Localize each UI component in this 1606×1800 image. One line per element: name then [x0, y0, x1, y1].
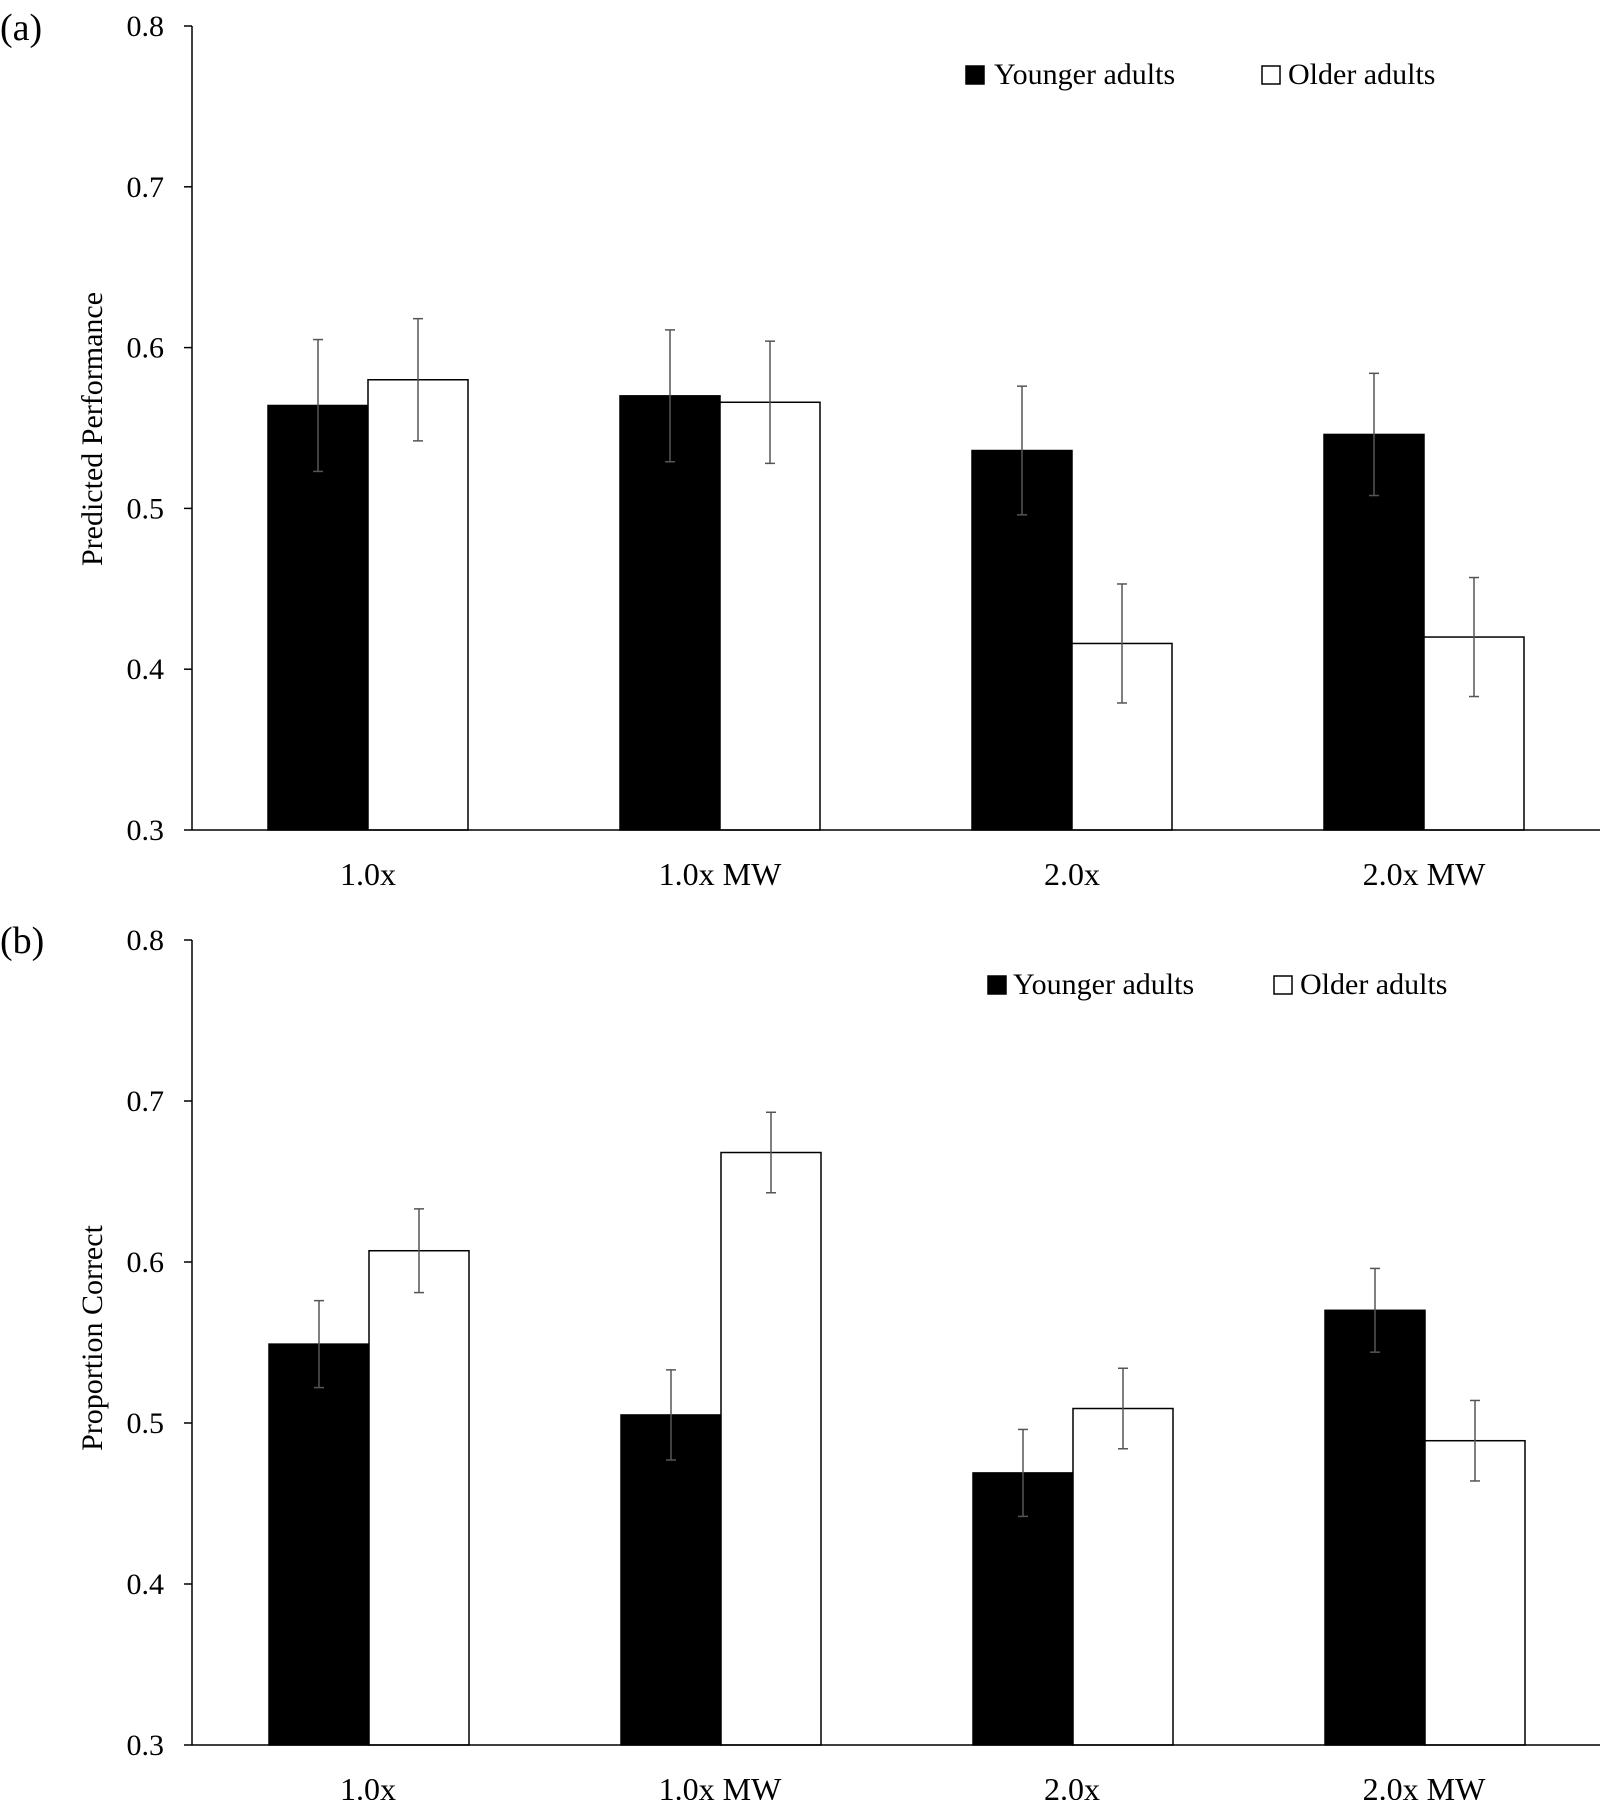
bar-older-adults-1-0x — [367, 379, 469, 831]
legend-label-younger-adults: Younger adults — [1013, 968, 1194, 1001]
x-tick-label-1-0x-mw: 1.0x MW — [659, 1771, 782, 1800]
panel-label: (b) — [0, 920, 44, 962]
legend: Younger adults Older adults — [987, 968, 1447, 1001]
y-tick-label: 0.5 — [127, 1407, 165, 1440]
bar-younger-adults-1-0x — [268, 1343, 370, 1746]
bar-older-adults-1-0x-mw — [719, 401, 821, 831]
legend-label-older-adults: Older adults — [1300, 968, 1447, 1001]
bar-younger-adults-2-0x-mw — [1324, 1309, 1426, 1746]
bar-older-adults-2-0x — [1072, 1407, 1174, 1746]
legend-swatch-older-adults — [1261, 65, 1281, 85]
y-tick-label: 0.3 — [127, 1729, 165, 1762]
panel-a: (a) Predicted Performance Younger adults… — [0, 7, 1600, 892]
y-tick-label: 0.7 — [127, 171, 165, 204]
x-tick-label-1-0x: 1.0x — [340, 1771, 396, 1800]
bar-younger-adults-1-0x — [267, 404, 369, 831]
x-tick-label-2-0x: 2.0x — [1044, 1771, 1100, 1800]
legend-swatch-younger-adults — [965, 65, 985, 85]
x-tick-label-2-0x-mw: 2.0x MW — [1363, 1771, 1486, 1800]
x-tick-label-2-0x: 2.0x — [1044, 856, 1100, 892]
bar-younger-adults-2-0x — [972, 1472, 1074, 1746]
bar-older-adults-1-0x — [368, 1249, 470, 1746]
y-axis-label: Proportion Correct — [76, 1224, 109, 1450]
legend-label-younger-adults: Younger adults — [994, 58, 1175, 91]
x-tick-label-2-0x-mw: 2.0x MW — [1363, 856, 1486, 892]
bar-younger-adults-1-0x-mw — [620, 1414, 722, 1746]
legend-swatch-younger-adults — [987, 975, 1007, 995]
y-tick-label: 0.3 — [127, 814, 165, 847]
x-tick-label-1-0x-mw: 1.0x MW — [659, 856, 782, 892]
y-tick-label: 0.6 — [127, 1246, 165, 1279]
panel-label: (a) — [0, 7, 42, 49]
y-tick-label: 0.8 — [127, 924, 165, 957]
bar-younger-adults-2-0x-mw — [1323, 433, 1425, 831]
y-axis-label: Predicted Performance — [76, 292, 109, 566]
legend-label-older-adults: Older adults — [1288, 58, 1435, 91]
y-tick-label: 0.5 — [127, 492, 165, 525]
bar-older-adults-1-0x-mw — [720, 1151, 822, 1746]
y-tick-label: 0.4 — [127, 1568, 165, 1601]
y-tick-label: 0.7 — [127, 1085, 165, 1118]
y-tick-label: 0.4 — [127, 653, 165, 686]
y-tick-label: 0.8 — [127, 10, 165, 43]
bar-older-adults-2-0x-mw — [1424, 1439, 1526, 1746]
legend-swatch-older-adults — [1273, 975, 1293, 995]
x-tick-label-1-0x: 1.0x — [340, 856, 396, 892]
panel-b: (b) Proportion Correct Younger adults Ol… — [0, 920, 1600, 1800]
legend: Younger adults Older adults — [965, 58, 1435, 91]
y-tick-label: 0.6 — [127, 332, 165, 365]
